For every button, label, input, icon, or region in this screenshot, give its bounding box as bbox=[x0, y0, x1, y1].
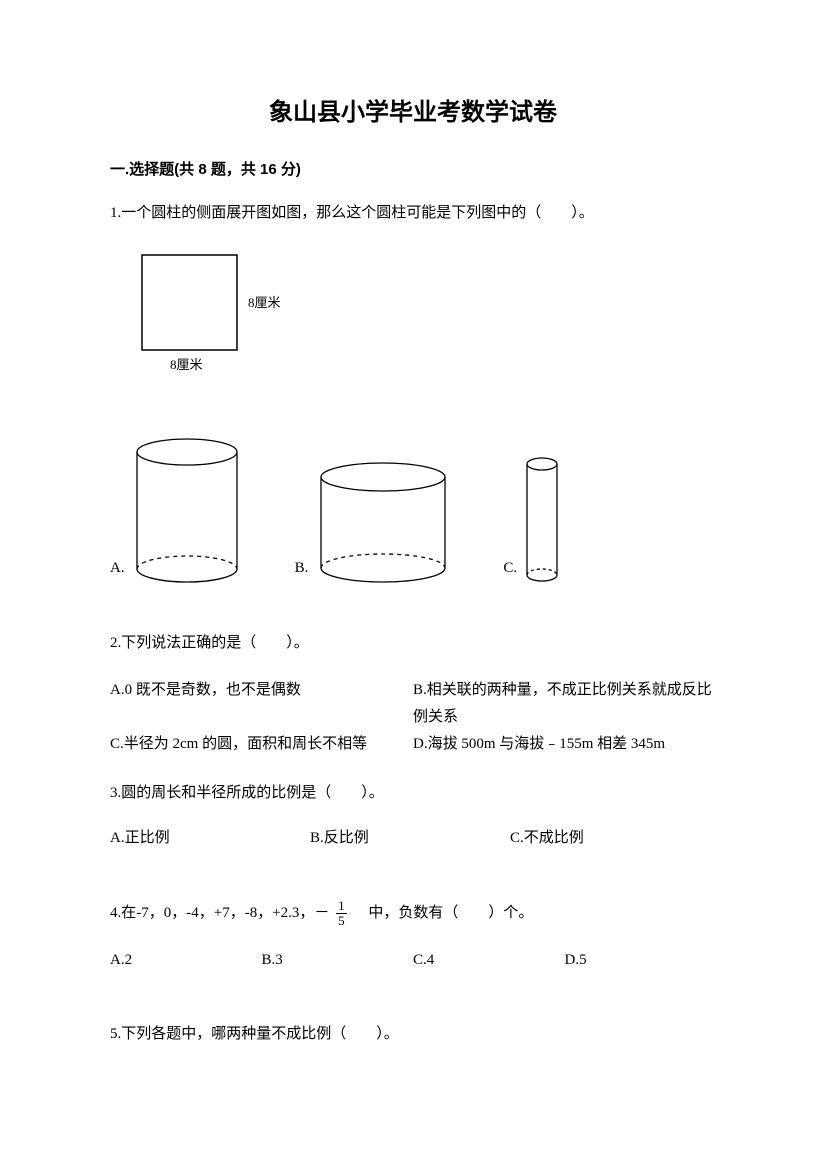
option-b-container: B. bbox=[295, 460, 454, 585]
q3-opt-a: A.正比例 bbox=[110, 827, 310, 850]
question-4: 4.在-7，0，-4，+7，-8，+2.3，－ 1 5 中，负数有（ ）个。 bbox=[110, 899, 716, 929]
q4-opt-b: B.3 bbox=[262, 949, 414, 972]
q4-fraction: 1 5 bbox=[336, 899, 347, 929]
question-1: 1.一个圆柱的侧面展开图如图，那么这个圆柱可能是下列图中的（ ）。 bbox=[110, 200, 716, 227]
q4-frac-num: 1 bbox=[336, 899, 347, 914]
question-2: 2.下列说法正确的是（ ）。 bbox=[110, 630, 716, 657]
q4-opt-d: D.5 bbox=[565, 949, 717, 972]
q2-opt-d: D.海拔 500m 与海拔﹣155m 相差 345m bbox=[413, 731, 716, 758]
q1-cylinder-options: A. B. C. bbox=[110, 435, 716, 585]
q4-opt-a: A.2 bbox=[110, 949, 262, 972]
question-3: 3.圆的周长和半径所成的比例是（ ）。 bbox=[110, 780, 716, 807]
option-a-container: A. bbox=[110, 435, 245, 585]
option-c-label: C. bbox=[503, 557, 517, 580]
option-b-label: B. bbox=[295, 557, 309, 580]
q4-opt-c: C.4 bbox=[413, 949, 565, 972]
option-a-label: A. bbox=[110, 557, 125, 580]
q2-options: A.0 既不是奇数，也不是偶数 B.相关联的两种量，不成正比例关系就成反比例关系… bbox=[110, 677, 716, 758]
q3-opt-c: C.不成比例 bbox=[510, 827, 710, 850]
q4-options: A.2 B.3 C.4 D.5 bbox=[110, 949, 716, 972]
q2-opt-a: A.0 既不是奇数，也不是偶数 bbox=[110, 677, 413, 731]
q3-options: A.正比例 B.反比例 C.不成比例 bbox=[110, 827, 716, 850]
q2-opt-c: C.半径为 2cm 的圆，面积和周长不相等 bbox=[110, 731, 413, 758]
cylinder-c-icon bbox=[522, 455, 562, 585]
q3-opt-b: B.反比例 bbox=[310, 827, 510, 850]
square-svg: 8厘米 8厘米 bbox=[130, 247, 290, 377]
cylinder-a-icon bbox=[130, 435, 245, 585]
q4-text-after: 中，负数有（ ）个。 bbox=[353, 905, 533, 921]
q4-text-before: 4.在-7，0，-4，+7，-8，+2.3，－ bbox=[110, 905, 329, 921]
option-c-container: C. bbox=[503, 455, 562, 585]
square-bottom-label: 8厘米 bbox=[170, 357, 203, 372]
question-5: 5.下列各题中，哪两种量不成比例（ ）。 bbox=[110, 1021, 716, 1048]
q1-square-figure: 8厘米 8厘米 bbox=[130, 247, 716, 385]
q4-frac-den: 5 bbox=[336, 914, 347, 928]
square-right-label: 8厘米 bbox=[248, 295, 281, 310]
cylinder-b-icon bbox=[313, 460, 453, 585]
page-title: 象山县小学毕业考数学试卷 bbox=[110, 95, 716, 131]
q2-opt-b: B.相关联的两种量，不成正比例关系就成反比例关系 bbox=[413, 677, 716, 731]
section-header: 一.选择题(共 8 题，共 16 分) bbox=[110, 159, 716, 182]
